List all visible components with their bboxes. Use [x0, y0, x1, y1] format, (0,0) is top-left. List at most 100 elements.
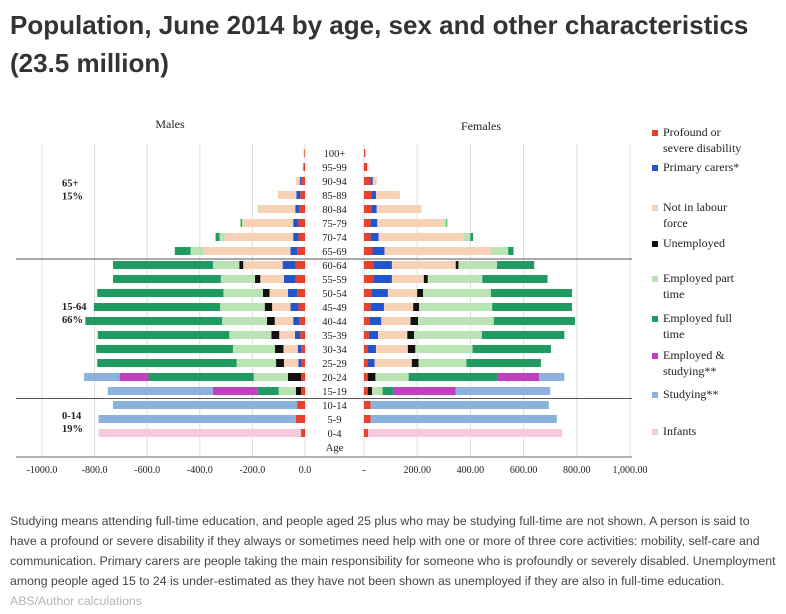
female-bar-not-in-labour-force-100 [365, 149, 366, 157]
age-label-70-74: 70-74 [322, 233, 347, 244]
caption-text: Studying means attending full-time educa… [10, 514, 776, 588]
male-bar-employed-part-time-65-69 [190, 247, 204, 255]
female-bar-not-in-labour-force-25-29 [374, 359, 412, 367]
page-title: Population, June 2014 by age, sex and ot… [10, 10, 749, 78]
male-bar-not-in-labour-force-95-99 [302, 163, 304, 171]
male-bar-not-in-labour-force-70-74 [224, 233, 294, 241]
female-tick-label: - [362, 465, 365, 476]
female-bar-profound-or-severe-disability-75-79 [364, 219, 371, 227]
male-bar-primary-carers-40-44 [293, 317, 300, 325]
female-bar-not-in-labour-force-65-69 [384, 247, 491, 255]
group-label-0-14: 0-14 [62, 411, 82, 422]
male-bar-employed-full-time-30-34 [96, 345, 233, 353]
female-bar-not-in-labour-force-90-94 [372, 177, 377, 185]
female-bar-employed-part-time-55-59 [427, 275, 483, 283]
female-bar-profound-or-severe-disability-55-59 [364, 275, 374, 283]
age-label-25-29: 25-29 [322, 359, 347, 370]
legend-swatch-employed-part-time [652, 276, 658, 282]
female-bar-primary-carers-35-39 [368, 331, 379, 339]
male-bar-primary-carers-75-79 [293, 219, 299, 227]
male-bar-not-in-labour-force-25-29 [283, 359, 299, 367]
male-bar-employed-part-time-80-84 [257, 205, 259, 213]
male-bar-profound-or-severe-disability-100 [304, 149, 305, 157]
male-bar-not-in-labour-force-100 [303, 149, 305, 157]
female-bar-primary-carers-55-59 [373, 275, 392, 283]
female-bar-profound-or-severe-disability-100 [364, 149, 366, 157]
female-bar-employed-studying-15-19 [393, 387, 456, 395]
male-bar-unemployed-60-64 [239, 261, 244, 269]
female-bar-not-in-labour-force-40-44 [381, 317, 411, 325]
group-label-65: 65+ [62, 179, 79, 190]
males-label: Males [155, 117, 185, 131]
male-tick-label: 0.0 [299, 465, 312, 476]
male-bar-profound-or-severe-disability-55-59 [295, 275, 305, 283]
female-bar-profound-or-severe-disability-45-49 [364, 303, 371, 311]
male-bar-profound-or-severe-disability-90-94 [301, 177, 305, 185]
age-label-80-84: 80-84 [322, 205, 347, 216]
female-bar-unemployed-20-24 [367, 373, 376, 381]
female-bar-unemployed-30-34 [407, 345, 416, 353]
age-label-30-34: 30-34 [322, 345, 347, 356]
female-bar-profound-or-severe-disability-20-24 [364, 373, 368, 381]
legend-label-employed-full-time: Employed full time [663, 311, 733, 341]
female-bar-primary-carers-85-89 [371, 191, 376, 199]
female-bar-unemployed-40-44 [410, 317, 418, 325]
female-bar-employed-full-time-45-49 [492, 303, 573, 311]
female-bar-employed-part-time-40-44 [417, 317, 494, 325]
female-bar-employed-full-time-40-44 [493, 317, 575, 325]
male-bar-primary-carers-70-74 [293, 233, 299, 241]
female-bar-employed-part-time-45-49 [419, 303, 493, 311]
male-bar-primary-carers-30-34 [297, 345, 302, 353]
group-pct-0-14: 19% [62, 424, 83, 435]
age-label-55-59: 55-59 [322, 275, 347, 286]
female-bar-profound-or-severe-disability-80-84 [364, 205, 372, 213]
age-label-45-49: 45-49 [322, 303, 347, 314]
chart-caption: Studying means attending full-time educa… [10, 511, 778, 611]
male-bar-employed-full-time-25-29 [97, 359, 237, 367]
legend-swatch-not-in-labour-force [652, 205, 658, 211]
female-bar-employed-part-time-20-24 [375, 373, 409, 381]
female-bar-studying-10-14 [370, 401, 549, 409]
female-bar-profound-or-severe-disability-65-69 [364, 247, 373, 255]
group-pct-15-64: 66% [62, 315, 83, 326]
female-tick-label: 400.00 [457, 465, 485, 476]
female-bar-not-in-labour-force-60-64 [391, 261, 456, 269]
female-bar-employed-full-time-60-64 [497, 261, 535, 269]
female-bar-employed-full-time-35-39 [481, 331, 565, 339]
female-bar-employed-full-time-25-29 [466, 359, 541, 367]
male-bar-employed-full-time-20-24 [148, 373, 254, 381]
age-label-0-4: 0-4 [328, 429, 343, 440]
female-bar-not-in-labour-force-85-89 [375, 191, 400, 199]
legend-swatch-infants [652, 429, 658, 435]
male-bar-unemployed-20-24 [287, 373, 302, 381]
legend-swatch-employed-studying [652, 353, 658, 359]
male-bar-primary-carers-45-49 [290, 303, 299, 311]
age-axis-title: Age [326, 443, 344, 454]
male-bar-profound-or-severe-disability-85-89 [300, 191, 305, 199]
male-bar-employed-full-time-55-59 [113, 275, 221, 283]
female-bar-primary-carers-80-84 [371, 205, 377, 213]
male-bar-infants-0-4 [98, 429, 302, 437]
male-bar-primary-carers-85-89 [296, 191, 301, 199]
female-bar-not-in-labour-force-30-34 [375, 345, 408, 353]
male-bar-profound-or-severe-disability-10-14 [297, 401, 305, 409]
legend-swatch-employed-full-time [652, 316, 658, 322]
legend-swatch-primary-carers [652, 165, 658, 171]
female-bar-not-in-labour-force-35-39 [378, 331, 408, 339]
age-label-35-39: 35-39 [322, 331, 347, 342]
female-bar-unemployed-45-49 [413, 303, 420, 311]
female-bar-profound-or-severe-disability-50-54 [364, 289, 372, 297]
female-bar-not-in-labour-force-45-49 [383, 303, 414, 311]
female-tick-label: 1,000.00 [613, 465, 648, 476]
population-pyramid-chart: Males Females 100+ 95-99 90-94 85-89 80-84 75-7… [16, 117, 741, 476]
age-label-60-64: 60-64 [322, 261, 347, 272]
female-bar-studying-20-24 [539, 373, 565, 381]
female-bar-unemployed-60-64 [455, 261, 459, 269]
female-bar-not-in-labour-force-75-79 [377, 219, 444, 227]
male-bar-not-in-labour-force-85-89 [277, 191, 297, 199]
female-bar-employed-studying-20-24 [497, 373, 540, 381]
male-bar-profound-or-severe-disability-35-39 [300, 331, 305, 339]
male-bar-profound-or-severe-disability-40-44 [299, 317, 305, 325]
male-bar-employed-part-time-40-44 [222, 317, 267, 325]
male-bar-not-in-labour-force-50-54 [269, 289, 288, 297]
